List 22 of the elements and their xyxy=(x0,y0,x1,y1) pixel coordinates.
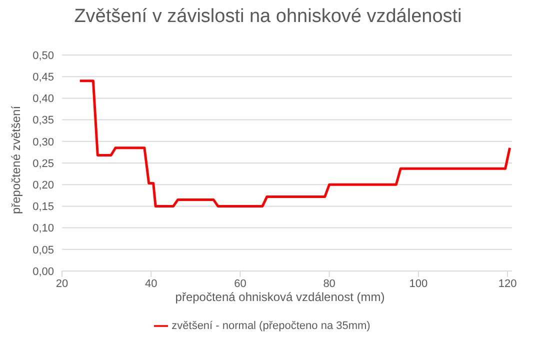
y-tick-label: 0,15 xyxy=(32,201,54,214)
y-tick-label: 0,20 xyxy=(32,180,54,192)
x-tick-label: 120 xyxy=(498,278,517,290)
chart-title: Zvětšení v závislosti na ohniskové vzdálenosti xyxy=(73,6,463,28)
y-tick-label: 0,10 xyxy=(32,222,54,235)
line-series xyxy=(78,80,512,208)
y-tick-label: 0,45 xyxy=(32,72,54,84)
y-tick-label: 0,25 xyxy=(32,158,54,170)
y-tick-label: 0,30 xyxy=(32,136,54,148)
x-tick-label: 80 xyxy=(323,278,336,290)
y-tick-label: 0,40 xyxy=(32,93,54,106)
x-tick-label: 100 xyxy=(409,278,428,290)
x-axis-title: přepočtená ohnisková vzdálenost (mm) xyxy=(174,290,386,304)
x-tick-label: 40 xyxy=(144,278,158,290)
legend-label: zvětšení - normal (přepočteno na 35mm) xyxy=(172,320,370,332)
x-tick-label: 20 xyxy=(56,278,68,290)
y-tick-label: 0,35 xyxy=(32,114,54,127)
x-tick-label: 60 xyxy=(234,278,246,290)
y-tick-label: 0,00 xyxy=(32,266,54,278)
y-tick-label: 0,50 xyxy=(32,50,54,62)
y-tick-label: 0,05 xyxy=(32,244,54,256)
y-axis-title: přepočtené zvětšení xyxy=(9,106,24,214)
